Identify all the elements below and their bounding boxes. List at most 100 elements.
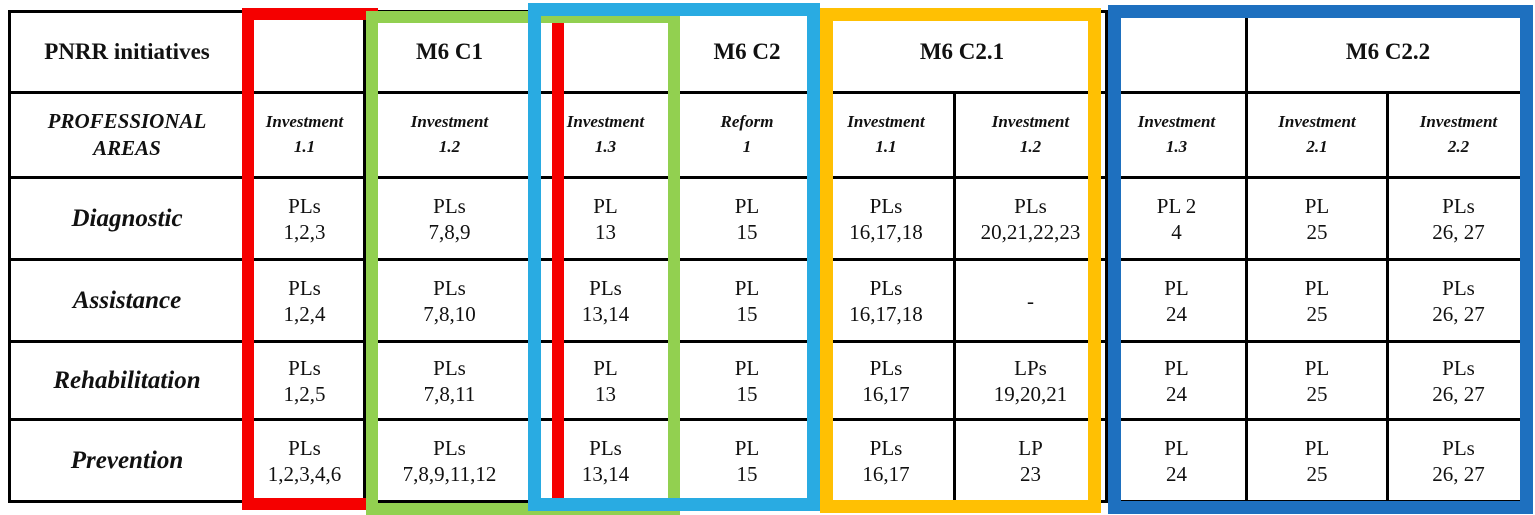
initiative-number: 1.1	[293, 137, 316, 156]
areas-line2: AREAS	[93, 136, 161, 160]
areas-line1: PROFESSIONAL	[47, 108, 207, 133]
pl-code: PLs	[288, 275, 321, 300]
initiative-name: Investment	[991, 112, 1070, 132]
initiative-number: 1.2	[1019, 137, 1042, 156]
initiative-number: 1.3	[594, 137, 617, 156]
data-cell: PLs 16,17,18	[816, 258, 956, 343]
pl-numbers: 25	[1306, 219, 1328, 244]
pl-numbers: 25	[1306, 301, 1328, 326]
data-cell: PLs 7,8,11	[363, 340, 536, 421]
pl-numbers: 15	[736, 219, 758, 244]
pl-numbers: 15	[736, 381, 758, 406]
pl-code: PLs	[1442, 435, 1475, 460]
data-cell: PLs 16,17	[816, 340, 956, 421]
data-cell: LP 23	[952, 418, 1109, 503]
initiative-header-inv22: Investment 2.2	[1386, 91, 1532, 179]
pl-code: LP	[1018, 435, 1043, 460]
data-cell: PL 13	[533, 340, 678, 421]
initiative-number: 1.1	[875, 137, 897, 156]
initiative-header-inv11: Investment 1.1	[243, 91, 366, 179]
data-cell: PL 15	[675, 418, 819, 503]
pl-numbers: 16,17,18	[849, 301, 923, 326]
pl-numbers: 24	[1166, 301, 1188, 326]
pl-code: PLs	[869, 435, 903, 460]
pl-numbers: 24	[1166, 461, 1188, 486]
pl-code: PL	[1164, 435, 1189, 460]
data-cell: PLs 26, 27	[1386, 340, 1532, 421]
pl-code: PLs	[869, 275, 903, 300]
pl-code: PLs	[288, 435, 321, 460]
initiative-header-c22-inv13: Investment 1.3	[1105, 91, 1249, 179]
pl-numbers: 26, 27	[1432, 301, 1485, 326]
pl-code: PLs	[1442, 355, 1475, 380]
pl-code: PLs	[433, 355, 466, 380]
pl-numbers: 13	[595, 381, 616, 406]
initiative-name: Investment	[410, 112, 489, 132]
pl-numbers: 15	[736, 301, 758, 326]
pl-code: PL	[593, 193, 618, 218]
pl-code: PL 2	[1156, 193, 1197, 218]
data-cell: PLs 13,14	[533, 418, 678, 503]
initiative-header-reform1: Reform 1	[675, 91, 819, 179]
dash: -	[1027, 288, 1034, 313]
group-header-m6c22: M6 C2.2	[1245, 10, 1532, 94]
initiative-number: 1	[742, 137, 752, 156]
initiative-header-inv21: Investment 2.1	[1245, 91, 1390, 179]
pl-code: PL	[1304, 355, 1330, 380]
corner-title-cell: PNRR initiatives	[8, 10, 246, 94]
initiative-header-inv13: Investment 1.3	[533, 91, 678, 179]
pl-numbers: 23	[1020, 461, 1041, 486]
pl-code: PLs	[869, 193, 903, 218]
pl-code: PL	[593, 355, 618, 380]
data-cell: PLs 16,17,18	[816, 176, 956, 261]
data-cell: PLs 13,14	[533, 258, 678, 343]
pl-numbers: 16,17	[862, 461, 910, 486]
group-header-row: PNRR initiatives M6 C1 M6 C2 M6 C2.1 M6 …	[8, 10, 1532, 94]
data-cell: PL 25	[1245, 418, 1390, 503]
pl-numbers: 1,2,5	[283, 381, 326, 406]
data-cell: PLs 26, 27	[1386, 418, 1532, 503]
pl-numbers: 26, 27	[1432, 381, 1485, 406]
data-cell: PL 25	[1245, 176, 1390, 261]
data-cell: PL 13	[533, 176, 678, 261]
pl-numbers: 25	[1306, 461, 1328, 486]
group-header-m6c2: M6 C2	[675, 10, 819, 94]
table-row-assistance: Assistance PLs 1,2,4 PLs 7,8,10 PLs 13,14 P…	[8, 258, 1532, 343]
pl-numbers: 15	[736, 461, 758, 486]
pl-numbers: 13	[595, 219, 616, 244]
initiative-number: 1.3	[1165, 137, 1188, 156]
data-cell: PLs 20,21,22,23	[952, 176, 1109, 261]
initiative-number: 2.1	[1306, 137, 1328, 156]
pl-code: PL	[734, 435, 760, 460]
initiative-name: Reform	[720, 112, 774, 132]
pl-numbers: 13,14	[581, 461, 630, 486]
pl-numbers: 19,20,21	[993, 381, 1068, 406]
row-label-assistance: Assistance	[8, 258, 246, 343]
row-label-prevention: Prevention	[8, 418, 246, 503]
pl-code: PL	[1304, 435, 1330, 460]
pl-numbers: 25	[1306, 381, 1328, 406]
data-cell: PL 15	[675, 176, 819, 261]
data-cell: PL 15	[675, 340, 819, 421]
pl-code: PLs	[869, 355, 903, 380]
pl-code: LPs	[1014, 355, 1047, 380]
initiative-name: Investment	[566, 112, 645, 132]
pl-numbers: 26, 27	[1432, 461, 1485, 486]
pl-numbers: 7,8,10	[423, 301, 476, 326]
pl-numbers: 13,14	[581, 301, 630, 326]
data-cell: PLs 1,2,3	[243, 176, 366, 261]
pl-numbers: 1,2,3,4,6	[267, 461, 342, 486]
data-cell: PL 24	[1105, 258, 1249, 343]
initiative-number: 2.2	[1447, 137, 1470, 156]
pl-numbers: 1,2,4	[283, 301, 326, 326]
pl-code: PL	[734, 355, 760, 380]
group-header-m6c21: M6 C2.1	[815, 10, 1109, 94]
pl-code: PLs	[589, 435, 622, 460]
initiative-name: Investment	[265, 112, 344, 132]
data-cell: PLs 7,8,9	[363, 176, 536, 261]
pl-numbers: 7,8,9,11,12	[402, 461, 497, 486]
pl-code: PLs	[433, 435, 466, 460]
pl-code: PL	[734, 275, 760, 300]
pl-numbers: 20,21,22,23	[980, 219, 1081, 244]
